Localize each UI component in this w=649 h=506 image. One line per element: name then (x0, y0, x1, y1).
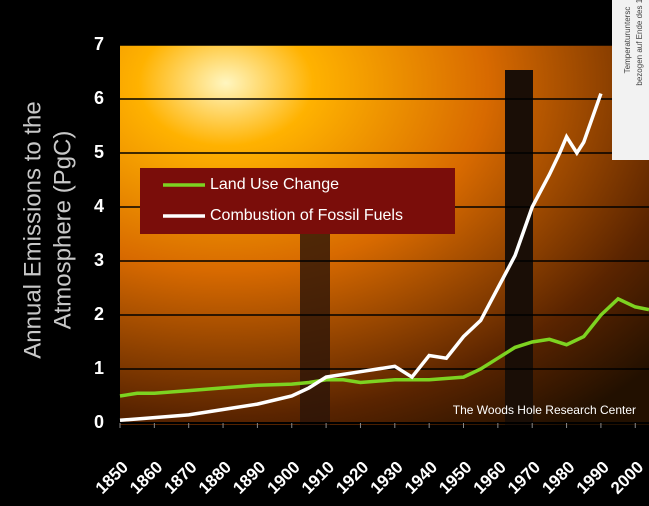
y-tick-label: 2 (94, 304, 104, 324)
x-tick-label: 1920 (332, 458, 372, 498)
y-tick-label: 0 (94, 412, 104, 432)
y-axis-label: Atmosphere (PgC) (49, 131, 76, 330)
y-tick-label: 1 (94, 358, 104, 378)
legend-label: Land Use Change (210, 176, 339, 193)
y-axis-label: Annual Emissions to the (19, 101, 46, 358)
legend-label: Combustion of Fossil Fuels (210, 207, 403, 224)
x-tick-label: 2000 (607, 458, 647, 498)
y-tick-label: 4 (94, 196, 104, 216)
credit: The Woods Hole Research Center (453, 403, 636, 417)
y-tick-label: 6 (94, 88, 104, 108)
x-tick-label: 1990 (573, 458, 613, 498)
inset-text: bezogen auf Ende des 19 (635, 0, 644, 86)
x-tick-label: 1890 (229, 458, 269, 498)
x-tick-label: 1900 (264, 458, 304, 498)
x-tick-label: 1940 (401, 458, 441, 498)
y-tick-label: 3 (94, 250, 104, 270)
x-tick-label: 1980 (538, 458, 578, 498)
x-tick-label: 1910 (298, 458, 338, 498)
chart: Temperaturuntersc bezogen auf Ende des 1… (0, 0, 649, 506)
x-tick-label: 1930 (367, 458, 407, 498)
x-tick-label: 1860 (126, 458, 166, 498)
x-tick-label: 1880 (195, 458, 235, 498)
x-tick-label: 1970 (504, 458, 544, 498)
y-tick-label: 7 (94, 34, 104, 54)
y-tick-label: 5 (94, 142, 104, 162)
inset-text: Temperaturuntersc (623, 7, 632, 74)
legend: Land Use Change Combustion of Fossil Fuel… (140, 168, 455, 234)
x-tick-label: 1960 (470, 458, 510, 498)
x-tick-label: 1870 (161, 458, 201, 498)
x-tick-label: 1950 (435, 458, 475, 498)
x-tick-label: 1850 (92, 458, 132, 498)
